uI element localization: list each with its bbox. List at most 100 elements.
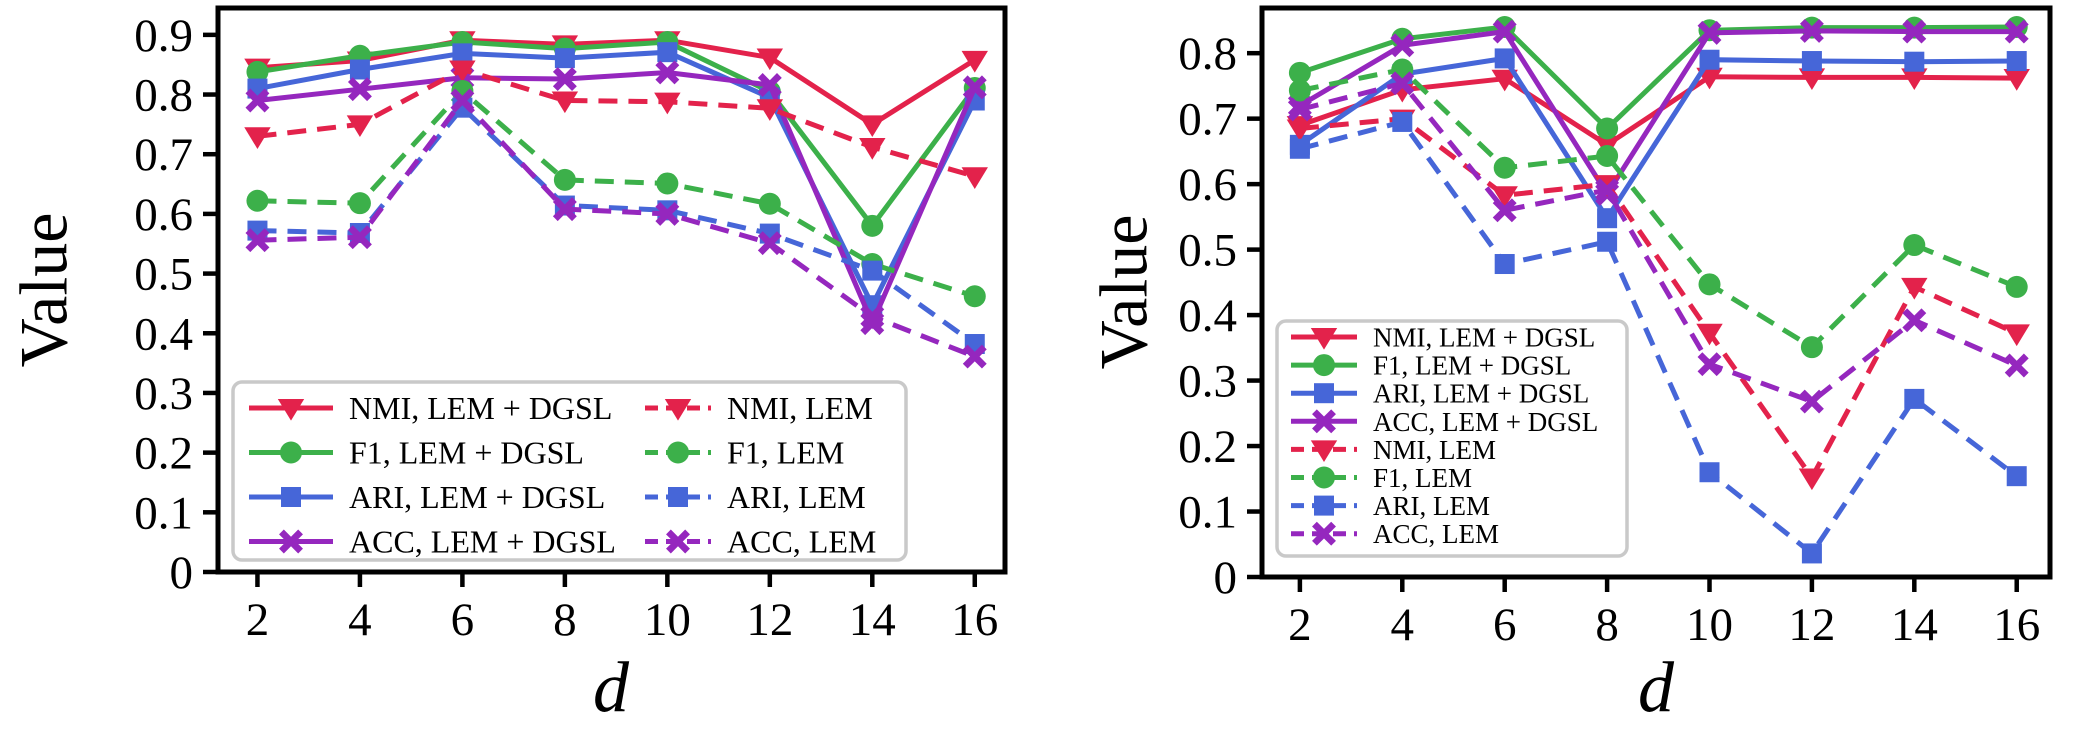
data-point-marker xyxy=(1799,18,1824,43)
data-point-marker xyxy=(1799,389,1824,414)
axes-ticks: 2 4 6 8 10 12 14 16 0 0.1 0.2 0.3 0.4 0.5 0.6 0.7 0.8 xyxy=(1178,28,2040,651)
x-tick-label: 6 xyxy=(451,594,475,646)
y-tick-label: 0.2 xyxy=(134,428,193,480)
legend-marker xyxy=(666,529,690,554)
plot-area-border xyxy=(1259,5,2053,580)
data-point-marker xyxy=(346,115,374,138)
data-point-marker xyxy=(1699,462,1720,483)
x-tick-label: 4 xyxy=(1391,599,1415,651)
data-point-marker xyxy=(1494,254,1515,275)
legend-item: ARI, LEM + DGSL xyxy=(1291,379,1589,409)
series-line xyxy=(257,96,976,359)
legend-label: NMI, LEM + DGSL xyxy=(349,390,612,426)
legend-label: ACC, LEM + DGSL xyxy=(349,524,616,560)
legend-marker xyxy=(1310,327,1338,350)
data-point-marker xyxy=(552,197,577,222)
x-tick-label: 12 xyxy=(1788,599,1835,651)
data-point-marker xyxy=(961,167,988,189)
series-f1-lem xyxy=(1288,58,2028,359)
data-point-marker xyxy=(861,214,884,237)
y-tick-label: 0.5 xyxy=(134,249,193,301)
y-axis-label: Value xyxy=(1085,214,1162,370)
data-point-marker xyxy=(1800,336,1823,359)
x-tick-label: 8 xyxy=(553,594,577,646)
data-point-marker xyxy=(1696,323,1723,346)
series-line xyxy=(257,49,978,311)
y-tick-label: 0.6 xyxy=(134,189,193,241)
series-line xyxy=(1299,116,2018,483)
chart-0: 2 4 6 8 10 12 14 16 0 0.1 0.2 0.3 0.4 0.5 0.6 0.7 0.8 0.9… xyxy=(134,5,1008,646)
legend-label: F1, LEM + DGSL xyxy=(349,435,584,471)
series-line xyxy=(257,87,976,299)
data-point-marker xyxy=(347,77,372,102)
data-point-marker xyxy=(1902,19,1927,44)
series-line xyxy=(257,66,976,179)
data-point-marker xyxy=(554,48,575,69)
data-point-marker xyxy=(654,92,681,115)
y-tick-label: 0.3 xyxy=(1178,356,1237,408)
series-acc-lem xyxy=(245,88,987,369)
legend-marker xyxy=(1314,495,1334,516)
series-line xyxy=(1299,119,2019,558)
data-point-marker xyxy=(1494,48,1515,69)
plot-area-border xyxy=(215,5,1008,575)
data-point-marker xyxy=(449,60,476,83)
data-point-marker xyxy=(1492,198,1517,223)
y-tick-label: 0.3 xyxy=(134,368,193,420)
data-point-marker xyxy=(655,60,680,85)
data-point-marker xyxy=(2006,466,2027,487)
legend-item: NMI, LEM + DGSL xyxy=(249,390,612,426)
legend-label: ARI, LEM + DGSL xyxy=(1373,379,1589,409)
legend-label: ACC, LEM + DGSL xyxy=(1373,407,1598,437)
x-tick-label: 16 xyxy=(951,594,998,646)
data-point-marker xyxy=(757,73,782,97)
data-point-marker xyxy=(1492,19,1517,44)
data-point-marker xyxy=(1801,51,1822,72)
data-point-marker xyxy=(1697,352,1722,377)
legend-item: F1, LEM xyxy=(1291,463,1472,493)
x-tick-label: 8 xyxy=(1595,599,1619,651)
series-group xyxy=(244,31,988,369)
data-point-marker xyxy=(2005,275,2028,298)
y-tick-label: 0.7 xyxy=(134,129,193,181)
data-point-marker xyxy=(1903,234,1926,257)
y-tick-label: 0.2 xyxy=(1178,421,1237,473)
legend-label: NMI, LEM xyxy=(1373,435,1496,465)
legend-marker xyxy=(1310,440,1338,463)
y-tick-label: 0.1 xyxy=(134,487,193,539)
data-point-marker xyxy=(657,42,678,63)
data-point-marker xyxy=(2003,324,2030,347)
data-point-marker xyxy=(2006,51,2027,72)
legend-marker xyxy=(280,441,302,464)
data-point-marker xyxy=(349,59,370,80)
data-point-marker xyxy=(1904,51,1925,72)
legend-item: ARI, LEM + DGSL xyxy=(249,479,605,515)
data-point-marker xyxy=(1287,97,1312,122)
data-point-marker xyxy=(1798,468,1826,491)
data-point-marker xyxy=(1288,61,1311,84)
x-tick-label: 12 xyxy=(746,594,793,646)
series-acc-lem xyxy=(1287,71,2029,414)
data-point-marker xyxy=(1390,71,1415,96)
series-line xyxy=(1298,55,2017,223)
data-point-marker xyxy=(348,192,371,215)
series-ari-lem xyxy=(1289,111,2027,564)
y-tick-label: 0.6 xyxy=(1178,159,1237,211)
data-point-marker xyxy=(1798,68,1826,91)
y-tick-label: 0.8 xyxy=(1178,28,1237,80)
x-tick-label: 4 xyxy=(348,594,372,646)
data-point-marker xyxy=(962,344,987,369)
data-point-marker xyxy=(245,228,270,253)
legend-marker xyxy=(279,529,303,554)
series-line xyxy=(1299,66,2018,351)
chart-1: 2 4 6 8 10 12 14 16 0 0.1 0.2 0.3 0.4 0.5 0.6 0.7 0.8 NMI… xyxy=(1178,5,2053,651)
legend-marker xyxy=(1313,354,1335,377)
x-tick-label: 14 xyxy=(849,594,896,646)
series-line xyxy=(1298,28,2017,199)
data-point-marker xyxy=(1699,49,1720,70)
legend-label: F1, LEM + DGSL xyxy=(1373,351,1571,381)
legend-item: ARI, LEM xyxy=(1291,491,1490,521)
data-point-marker xyxy=(244,127,271,149)
legend-item: NMI, LEM xyxy=(1291,435,1496,465)
